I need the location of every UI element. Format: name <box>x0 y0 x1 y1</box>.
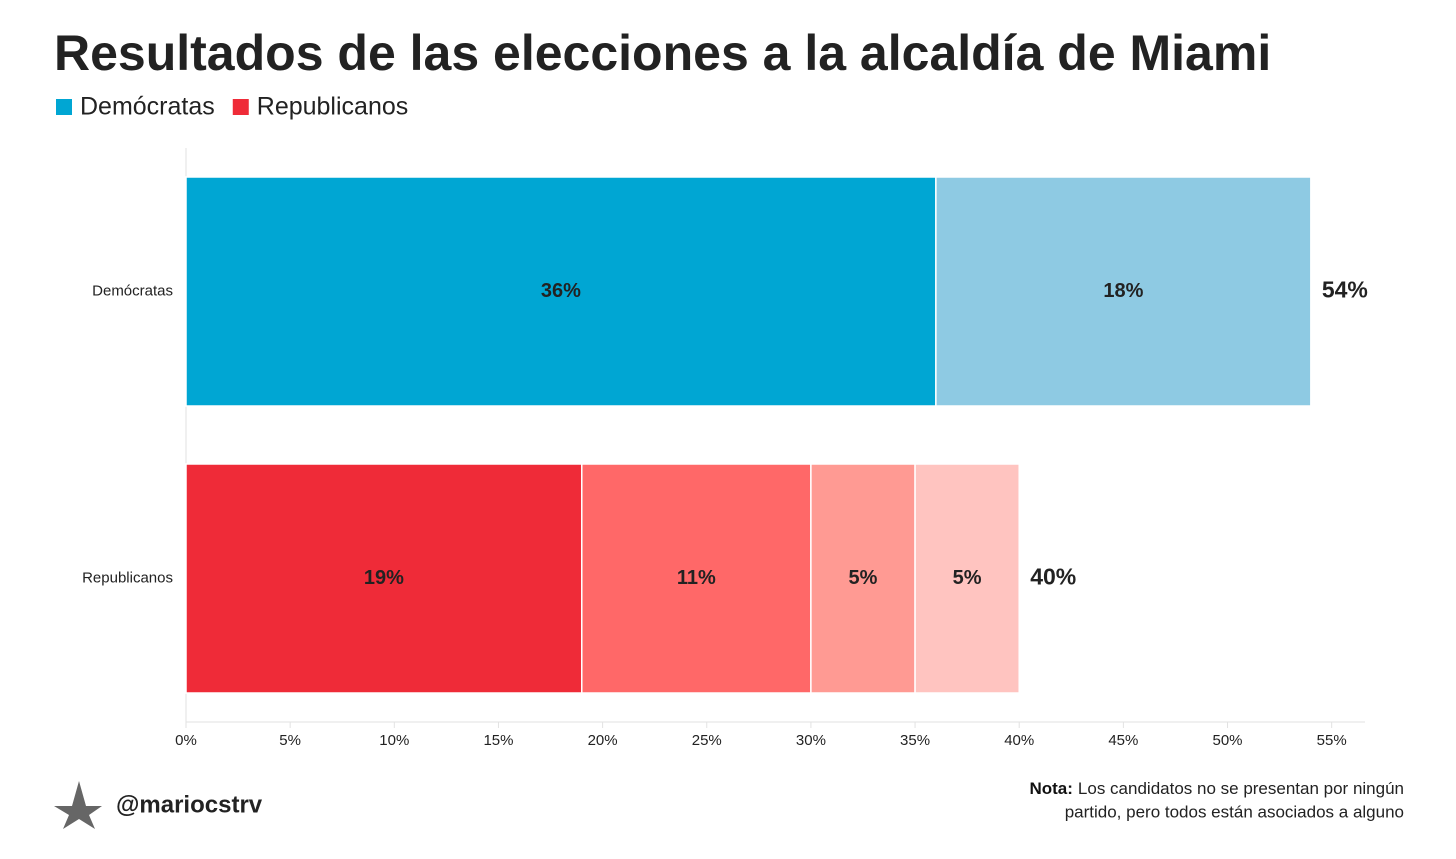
y-tick-label: Republicanos <box>82 569 173 586</box>
chart-title: Resultados de las elecciones a la alcald… <box>54 25 1271 81</box>
value-label: 18% <box>1103 280 1143 302</box>
footer-handle: @mariocstrv <box>116 791 263 818</box>
bar-segment <box>810 463 916 694</box>
legend-swatch <box>56 99 72 115</box>
footer-note: Nota: Los candidatos no se presentan por … <box>1029 779 1404 798</box>
x-tick-label: 0% <box>175 732 197 749</box>
bar-segment <box>914 463 1020 694</box>
footer-note: partido, pero todos están asociados a al… <box>1065 802 1404 821</box>
x-tick-label: 10% <box>379 732 409 749</box>
value-label: 11% <box>677 567 716 589</box>
value-label: 5% <box>849 567 878 589</box>
x-tick-label: 5% <box>279 732 301 749</box>
bar-segment <box>935 176 1312 407</box>
note-label: Nota: <box>1029 779 1072 798</box>
value-label: 5% <box>953 567 982 589</box>
note-text: Los candidatos no se presentan por ningú… <box>1078 779 1404 798</box>
value-label: 36% <box>541 280 581 302</box>
x-tick-label: 35% <box>900 732 930 749</box>
total-label: 54% <box>1322 277 1368 303</box>
bar-segment <box>185 463 583 694</box>
bar-segment <box>185 176 937 407</box>
legend-swatch <box>232 99 249 115</box>
legend-label: Republicanos <box>257 93 409 121</box>
x-tick-label: 30% <box>796 732 826 749</box>
legend-label: Demócratas <box>80 93 215 121</box>
value-label: 19% <box>364 567 404 589</box>
plot-area: Demócratas Republicanos 0% 5% 10% 15% 20% 25% 30… <box>56 93 1368 749</box>
x-tick-label: 55% <box>1317 732 1347 749</box>
x-tick-label: 15% <box>483 732 513 749</box>
x-tick-label: 25% <box>692 732 722 749</box>
y-tick-label: Demócratas <box>92 282 173 299</box>
x-tick-label: 45% <box>1108 732 1138 749</box>
x-tick-label: 20% <box>588 732 618 749</box>
x-tick-label: 50% <box>1213 732 1243 749</box>
logo-star <box>54 781 102 829</box>
total-label: 40% <box>1030 564 1076 590</box>
x-tick-label: 40% <box>1004 732 1034 749</box>
